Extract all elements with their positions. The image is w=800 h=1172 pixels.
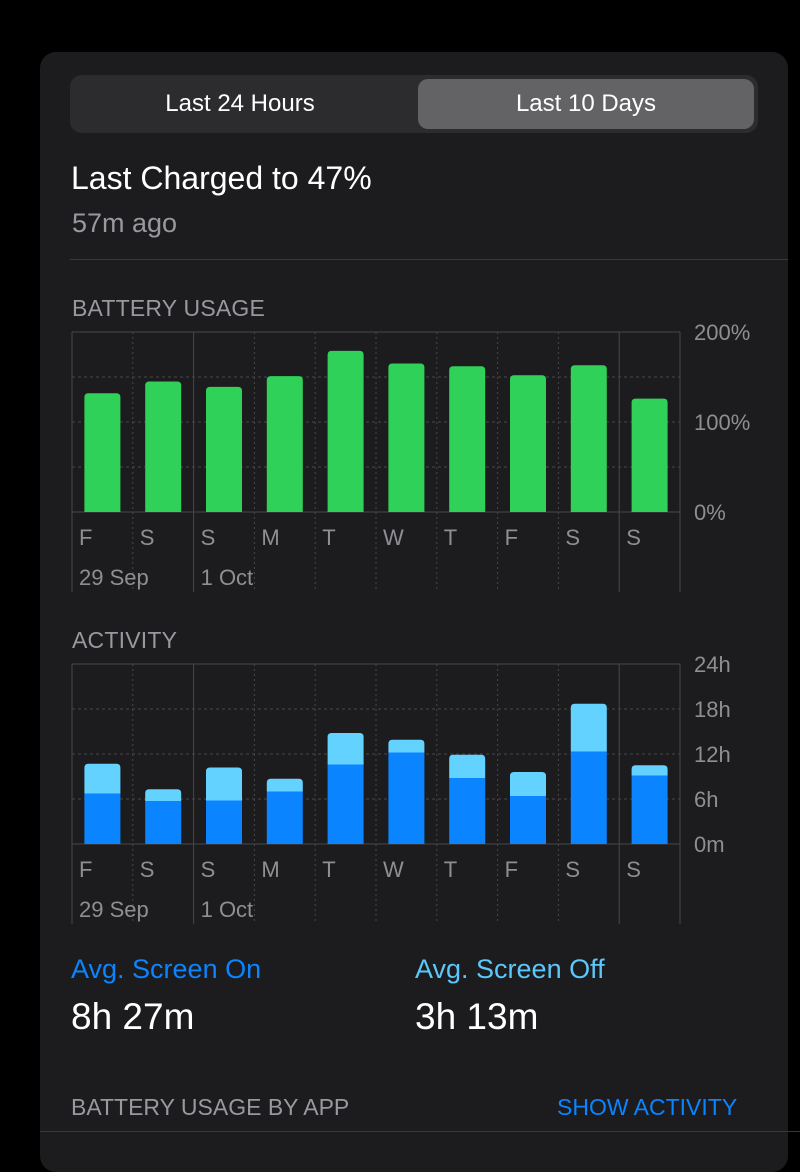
y-tick-label: 18h: [694, 697, 731, 722]
activity-heading: ACTIVITY: [72, 627, 178, 653]
battery-bar: [510, 375, 546, 512]
y-tick-label: 12h: [694, 742, 731, 767]
x-tick-label: M: [261, 857, 279, 882]
divider: [70, 259, 788, 260]
x-tick-label: F: [79, 525, 92, 550]
x-tick-label: S: [565, 525, 580, 550]
screen-off-bar: [327, 733, 364, 765]
x-tick-label: W: [383, 857, 404, 882]
screen-on-bar: [266, 791, 303, 844]
show-activity-button[interactable]: SHOW ACTIVITY: [557, 1094, 738, 1120]
screen-on-bar: [145, 801, 182, 844]
battery-panel: [40, 52, 788, 1172]
screen-on-bar: [631, 775, 668, 844]
screen-off-bar: [266, 778, 303, 792]
battery-usage-heading: BATTERY USAGE: [72, 295, 266, 321]
battery-bar: [631, 398, 668, 512]
battery-bar: [449, 366, 486, 512]
screen-off-bar: [449, 754, 486, 778]
x-tick-label: S: [201, 525, 216, 550]
y-tick-label: 6h: [694, 787, 718, 812]
battery-bar: [145, 381, 182, 512]
battery-usage-chart: 200% 100% 0% F S S M T W T F S S 29 Sep 1 Oct: [71, 320, 750, 592]
avg-screen-on-label: Avg. Screen On: [71, 954, 262, 984]
activity-chart: 24h 18h 12h 6h 0m F S S M T W T F S S 29 Sep 1 Oct: [71, 652, 731, 924]
y-tick-label: 0m: [694, 832, 725, 857]
battery-bar: [84, 393, 121, 512]
x-tick-label: S: [626, 857, 641, 882]
screen-on-bar: [510, 796, 546, 844]
date-label: 1 Oct: [201, 897, 254, 922]
battery-bar: [266, 376, 303, 512]
avg-screen-off-value: 3h 13m: [415, 996, 539, 1037]
x-tick-label: F: [505, 857, 518, 882]
x-tick-label: T: [444, 525, 457, 550]
footer-divider: [40, 1131, 800, 1132]
y-tick-label: 100%: [694, 410, 750, 435]
x-tick-label: T: [322, 525, 335, 550]
avg-screen-on-value: 8h 27m: [71, 996, 195, 1037]
battery-usage-by-app-heading: BATTERY USAGE BY APP: [71, 1094, 350, 1120]
x-tick-label: W: [383, 525, 404, 550]
y-tick-label: 0%: [694, 500, 726, 525]
screen-on-bar: [570, 751, 607, 844]
screen-off-bar: [206, 767, 242, 801]
screen-on-bar: [388, 752, 425, 844]
screen-on-bar: [206, 800, 242, 844]
battery-bar: [570, 365, 607, 512]
x-tick-label: S: [201, 857, 216, 882]
x-tick-label: F: [79, 857, 92, 882]
date-label: 29 Sep: [79, 565, 149, 590]
battery-bar: [206, 386, 242, 512]
x-tick-label: T: [444, 857, 457, 882]
x-tick-label: F: [505, 525, 518, 550]
date-label: 29 Sep: [79, 897, 149, 922]
screen-on-bar: [84, 793, 121, 844]
screen-off-bar: [84, 763, 121, 794]
x-tick-label: T: [322, 857, 335, 882]
time-range-segmented-control: Last 24 Hours Last 10 Days: [70, 75, 758, 133]
screen-off-bar: [631, 765, 668, 776]
screen-on-bar: [327, 764, 364, 844]
screen-on-bar: [449, 778, 486, 844]
x-tick-label: S: [140, 525, 155, 550]
screen-off-bar: [145, 789, 182, 802]
x-tick-label: S: [140, 857, 155, 882]
avg-screen-off-label: Avg. Screen Off: [415, 954, 605, 984]
screen-off-bar: [388, 739, 425, 753]
battery-bar: [327, 350, 364, 512]
tab-last-10-days[interactable]: Last 10 Days: [418, 79, 754, 129]
last-charged-time: 57m ago: [72, 208, 178, 238]
y-tick-label: 200%: [694, 320, 750, 345]
screen-off-bar: [510, 772, 546, 796]
screen-off-bar: [570, 703, 607, 752]
x-tick-label: S: [626, 525, 641, 550]
last-charged-title: Last Charged to 47%: [71, 160, 372, 196]
x-tick-label: M: [261, 525, 279, 550]
y-tick-label: 24h: [694, 652, 731, 677]
tab-last-24-hours[interactable]: Last 24 Hours: [165, 90, 315, 117]
date-label: 1 Oct: [201, 565, 254, 590]
x-tick-label: S: [565, 857, 580, 882]
battery-bar: [388, 363, 425, 512]
